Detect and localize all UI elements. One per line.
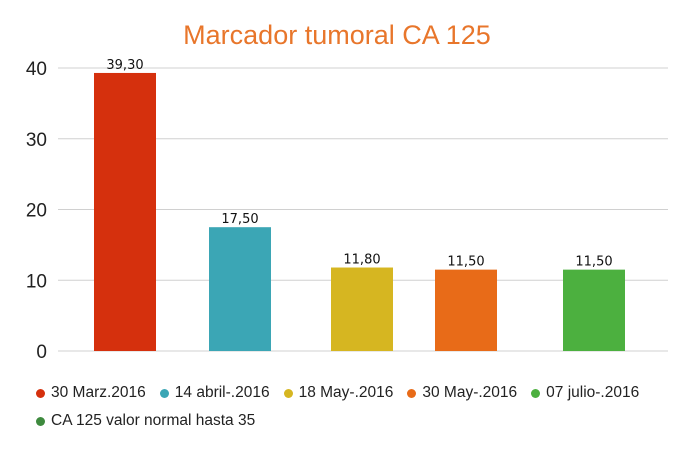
y-tick-label: 0 [36,342,47,363]
y-tick-label: 30 [26,130,47,151]
legend-label: 14 abril-.2016 [174,384,270,401]
bar-3 [331,267,393,351]
legend-marker-icon [283,388,293,398]
data-label: 11,50 [447,255,484,270]
legend-item: 18 May-.2016 [283,384,394,402]
y-axis-ticks: 0 10 20 30 40 [26,59,47,363]
legend-item: 14 abril-.2016 [159,384,270,402]
bars [94,72,625,351]
y-tick-label: 40 [26,59,47,80]
legend-label: 30 May-.2016 [422,384,518,401]
legend-label: 30 Marz.2016 [51,384,146,401]
legend-label: CA 125 valor normal hasta 35 [51,412,256,429]
bar-chart-plot: Marcador tumoral CA 125 0 10 20 30 40 39,30 1… [26,20,668,363]
legend-marker-icon [36,388,45,398]
legend-marker-icon [159,388,169,398]
y-tick-label: 20 [26,201,47,222]
bar-1 [94,72,156,351]
legend-marker-icon [407,388,417,398]
data-labels: 39,30 17,50 11,80 11,50 11,50 [106,58,612,270]
legend-marker-icon [531,388,541,398]
data-label: 11,80 [343,253,380,268]
legend-label: 18 May-.2016 [298,384,394,401]
legend-item: CA 125 valor normal hasta 35 [36,412,255,430]
data-label: 17,50 [221,212,258,227]
y-tick-label: 10 [26,271,47,292]
bar-5 [563,269,625,351]
legend-item: 07 julio-.2016 [531,384,639,402]
legend-item: 30 Marz.2016 [36,384,146,402]
chart-title: Marcador tumoral CA 125 [183,20,491,50]
legend: 30 Marz.2016 14 abril-.2016 18 May-.2016 30… [36,384,686,430]
legend-marker-icon [36,416,45,426]
data-label: 11,50 [575,255,612,270]
data-label: 39,30 [106,58,143,73]
legend-item: 30 May-.2016 [407,384,517,402]
bar-4 [435,269,497,351]
bar-2 [209,227,271,351]
legend-label: 07 julio-.2016 [546,384,640,401]
